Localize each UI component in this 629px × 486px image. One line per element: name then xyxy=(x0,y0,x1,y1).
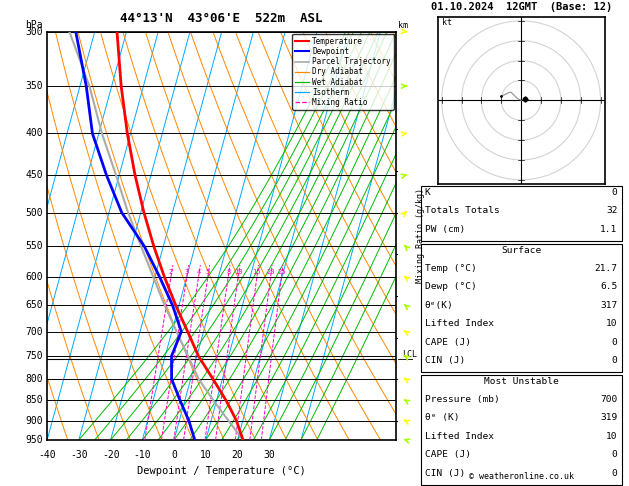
Text: 7: 7 xyxy=(400,166,406,176)
Text: PW (cm): PW (cm) xyxy=(425,225,465,234)
Text: 1: 1 xyxy=(400,416,406,426)
Text: ASL: ASL xyxy=(398,35,413,45)
Text: 10: 10 xyxy=(606,432,618,441)
Text: 0: 0 xyxy=(612,450,618,459)
Text: 0: 0 xyxy=(612,356,618,365)
Text: 0: 0 xyxy=(612,469,618,478)
Text: 450: 450 xyxy=(25,170,43,180)
Text: 319: 319 xyxy=(600,414,618,422)
Text: 300: 300 xyxy=(25,27,43,36)
Text: 700: 700 xyxy=(600,395,618,404)
Text: Surface: Surface xyxy=(501,245,541,255)
Text: 3: 3 xyxy=(400,332,406,343)
Text: -20: -20 xyxy=(102,450,120,460)
Text: 800: 800 xyxy=(25,374,43,384)
Text: CAPE (J): CAPE (J) xyxy=(425,450,470,459)
Text: 10: 10 xyxy=(234,269,242,275)
Text: 25: 25 xyxy=(277,269,286,275)
Text: 650: 650 xyxy=(25,300,43,311)
Text: 10: 10 xyxy=(606,319,618,328)
Text: Lifted Index: Lifted Index xyxy=(425,319,494,328)
Text: 0: 0 xyxy=(612,338,618,347)
Text: © weatheronline.co.uk: © weatheronline.co.uk xyxy=(469,472,574,481)
Text: CIN (J): CIN (J) xyxy=(425,469,465,478)
Text: 5: 5 xyxy=(206,269,210,275)
Text: 950: 950 xyxy=(25,435,43,445)
Text: 21.7: 21.7 xyxy=(594,264,618,273)
Text: 317: 317 xyxy=(600,301,618,310)
Text: 32: 32 xyxy=(606,207,618,215)
Text: 500: 500 xyxy=(25,208,43,218)
Text: 4: 4 xyxy=(196,269,201,275)
Text: 400: 400 xyxy=(25,128,43,139)
Text: 3: 3 xyxy=(185,269,189,275)
Legend: Temperature, Dewpoint, Parcel Trajectory, Dry Adiabat, Wet Adiabat, Isotherm, Mi: Temperature, Dewpoint, Parcel Trajectory… xyxy=(292,34,394,110)
Text: Totals Totals: Totals Totals xyxy=(425,207,499,215)
Text: km: km xyxy=(398,20,408,30)
Text: -30: -30 xyxy=(70,450,87,460)
Text: 600: 600 xyxy=(25,272,43,282)
Text: Dewpoint / Temperature (°C): Dewpoint / Temperature (°C) xyxy=(137,467,306,476)
Text: K: K xyxy=(425,188,430,197)
Text: 550: 550 xyxy=(25,241,43,251)
Text: 2: 2 xyxy=(400,374,406,384)
Text: Temp (°C): Temp (°C) xyxy=(425,264,477,273)
Text: Lifted Index: Lifted Index xyxy=(425,432,494,441)
Text: 0: 0 xyxy=(612,188,618,197)
Text: 5: 5 xyxy=(400,249,406,260)
Text: 750: 750 xyxy=(25,351,43,361)
Text: 20: 20 xyxy=(266,269,275,275)
Text: θᵉ(K): θᵉ(K) xyxy=(425,301,454,310)
Text: Pressure (mb): Pressure (mb) xyxy=(425,395,499,404)
Text: 6: 6 xyxy=(400,208,406,218)
Text: θᵉ (K): θᵉ (K) xyxy=(425,414,459,422)
Text: CIN (J): CIN (J) xyxy=(425,356,465,365)
Text: Mixing Ratio (g/kg): Mixing Ratio (g/kg) xyxy=(416,188,425,283)
Text: 6.5: 6.5 xyxy=(600,282,618,292)
Bar xyxy=(421,186,621,242)
Text: 850: 850 xyxy=(25,396,43,405)
Text: -40: -40 xyxy=(38,450,56,460)
Text: 30: 30 xyxy=(264,450,276,460)
Text: 8: 8 xyxy=(226,269,230,275)
Text: CAPE (J): CAPE (J) xyxy=(425,338,470,347)
Text: 8: 8 xyxy=(400,124,406,134)
Text: 350: 350 xyxy=(25,81,43,91)
Text: Most Unstable: Most Unstable xyxy=(484,377,559,386)
Text: 4: 4 xyxy=(400,291,406,301)
Text: 700: 700 xyxy=(25,327,43,337)
Text: 15: 15 xyxy=(253,269,261,275)
Text: 1.1: 1.1 xyxy=(600,225,618,234)
Bar xyxy=(421,243,621,372)
Text: Dewp (°C): Dewp (°C) xyxy=(425,282,477,292)
Text: 20: 20 xyxy=(231,450,243,460)
Text: 10: 10 xyxy=(200,450,212,460)
Text: 2: 2 xyxy=(169,269,173,275)
Bar xyxy=(421,375,621,485)
Text: 0: 0 xyxy=(171,450,177,460)
Text: 900: 900 xyxy=(25,416,43,426)
Text: 01.10.2024  12GMT  (Base: 12): 01.10.2024 12GMT (Base: 12) xyxy=(430,2,612,13)
Text: hPa: hPa xyxy=(25,19,43,30)
Text: LCL: LCL xyxy=(402,350,417,360)
Text: 44°13'N  43°06'E  522m  ASL: 44°13'N 43°06'E 522m ASL xyxy=(121,13,323,25)
Text: -10: -10 xyxy=(133,450,151,460)
